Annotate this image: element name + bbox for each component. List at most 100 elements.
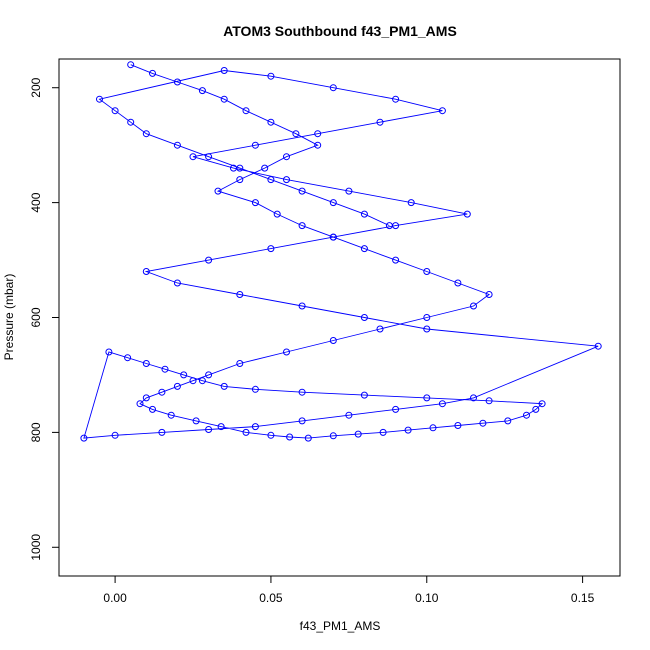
- data-point: [251, 423, 259, 431]
- data-point: [385, 222, 393, 230]
- data-point: [283, 153, 290, 161]
- x-tick-label: 0.05: [259, 591, 283, 605]
- data-point: [173, 382, 181, 390]
- data-point: [504, 417, 512, 425]
- data-point: [205, 153, 213, 161]
- data-point: [267, 245, 275, 253]
- data-point: [198, 377, 206, 385]
- data-point: [189, 377, 197, 385]
- data-point: [149, 405, 156, 413]
- data-point: [423, 314, 431, 321]
- data-point: [376, 325, 384, 333]
- data-point: [189, 153, 197, 161]
- data-point: [124, 354, 132, 362]
- data-point: [111, 431, 119, 439]
- x-tick-label: 0.15: [571, 591, 595, 605]
- data-point: [267, 176, 275, 184]
- data-point: [80, 434, 88, 442]
- data-point: [532, 405, 540, 413]
- data-point: [173, 279, 181, 287]
- y-tick-label: 800: [29, 422, 43, 442]
- data-point: [173, 141, 181, 149]
- data-point: [236, 291, 244, 298]
- data-point: [345, 187, 353, 195]
- y-tick-label: 400: [29, 192, 43, 212]
- data-point: [360, 391, 368, 399]
- data-point: [392, 95, 400, 103]
- data-point: [267, 431, 275, 439]
- data-point: [242, 428, 250, 436]
- data-point: [251, 199, 259, 207]
- data-point: [292, 130, 300, 138]
- data-point: [314, 130, 322, 138]
- data-point: [485, 397, 493, 405]
- data-point: [251, 385, 259, 393]
- data-point: [273, 210, 281, 218]
- data-point: [423, 325, 431, 333]
- data-point: [360, 245, 368, 253]
- y-axis: 200 400 600 800 1000: [29, 77, 60, 561]
- data-point: [236, 164, 244, 172]
- x-tick-label: 0.10: [415, 591, 439, 605]
- data-point: [158, 388, 166, 396]
- data-point: [96, 95, 103, 103]
- data-point: [329, 233, 337, 241]
- data-point: [298, 222, 306, 230]
- data-point: [298, 417, 306, 425]
- data-point: [236, 360, 244, 367]
- data-point: [392, 256, 400, 264]
- data-point: [538, 400, 546, 408]
- data-point: [329, 337, 337, 344]
- data-point: [485, 291, 493, 298]
- data-point: [523, 411, 530, 419]
- y-tick-label: 200: [29, 77, 43, 97]
- data-point: [329, 199, 337, 207]
- data-point: [392, 405, 400, 413]
- data-point: [376, 118, 384, 126]
- data-point: [214, 187, 222, 195]
- data-point: [345, 411, 353, 419]
- data-point: [594, 342, 602, 350]
- data-point: [360, 314, 368, 321]
- data-point: [192, 417, 200, 425]
- x-axis-label: f43_PM1_AMS: [300, 619, 381, 633]
- data-point: [314, 141, 322, 149]
- data-point: [236, 176, 244, 184]
- data-point: [205, 371, 213, 379]
- data-point: [149, 69, 156, 77]
- data-point: [286, 433, 294, 441]
- data-point: [298, 187, 306, 195]
- data-point: [180, 371, 188, 379]
- data-point: [438, 107, 446, 115]
- data-point: [329, 84, 337, 92]
- data-point: [173, 78, 181, 86]
- data-point: [423, 394, 431, 402]
- data-point: [142, 268, 150, 275]
- data-point: [127, 61, 135, 69]
- data-point: [470, 302, 477, 310]
- y-axis-label: Pressure (mbar): [2, 274, 16, 361]
- data-point: [454, 279, 462, 287]
- series-line: [83, 64, 599, 439]
- data-point: [167, 411, 175, 419]
- data-point: [454, 422, 462, 429]
- data-point: [142, 360, 150, 367]
- data-point: [283, 176, 290, 184]
- data-point: [423, 268, 431, 275]
- data-point: [404, 426, 412, 434]
- data-point: [205, 426, 213, 433]
- data-point: [407, 199, 415, 207]
- data-point: [261, 164, 269, 172]
- data-point: [158, 428, 166, 436]
- data-point: [429, 424, 437, 432]
- data-point: [329, 432, 337, 440]
- data-point: [127, 118, 135, 126]
- x-tick-label: 0.00: [103, 591, 127, 605]
- data-point: [379, 428, 387, 436]
- data-point: [142, 394, 150, 402]
- data-point: [220, 382, 228, 390]
- data-point: [267, 72, 275, 80]
- chart-title: ATOM3 Southbound f43_PM1_AMS: [223, 23, 457, 39]
- x-axis: 0.00 0.05 0.10 0.15: [103, 575, 595, 605]
- data-point: [354, 430, 362, 438]
